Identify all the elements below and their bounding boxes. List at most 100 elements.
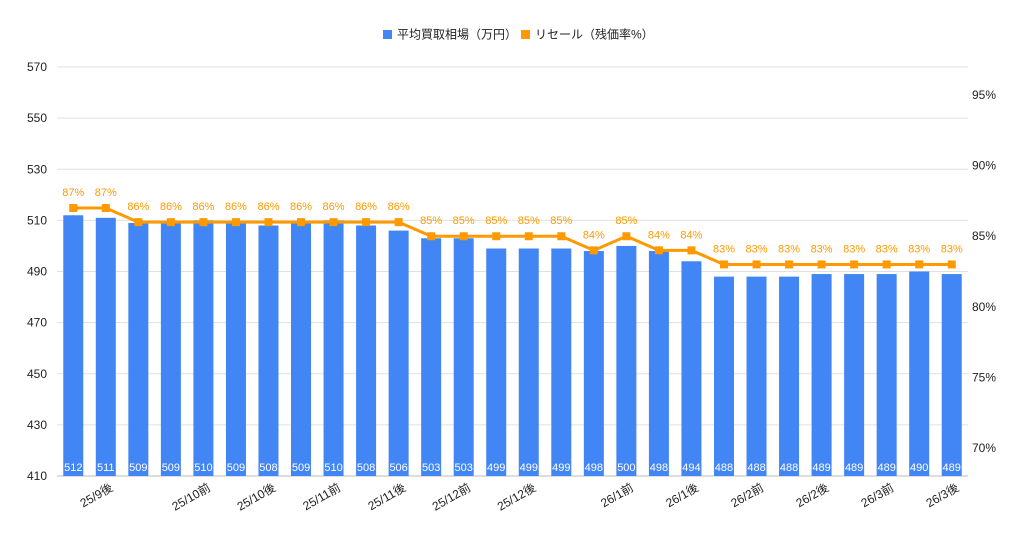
left-tick-label: 550 xyxy=(27,111,47,125)
x-tick-label: 26/3前 xyxy=(858,480,896,511)
bar-value-label: 503 xyxy=(455,462,473,474)
line-point xyxy=(297,218,306,227)
bar xyxy=(518,248,539,476)
line-value-label: 84% xyxy=(583,229,605,241)
left-tick-label: 570 xyxy=(27,60,47,74)
bar-value-label: 488 xyxy=(747,462,765,474)
line-value-label: 86% xyxy=(160,201,182,213)
line-point xyxy=(589,246,598,255)
x-tick-label: 25/12前 xyxy=(429,480,473,514)
line-point xyxy=(915,260,924,269)
line-point xyxy=(231,218,240,227)
bar xyxy=(583,251,604,476)
x-tick-label: 25/9後 xyxy=(78,480,116,510)
legend-swatch-line xyxy=(521,30,530,39)
bar-value-label: 489 xyxy=(812,462,830,474)
right-tick-label: 70% xyxy=(972,441,996,455)
bar xyxy=(779,276,800,476)
bar-value-label: 499 xyxy=(552,462,570,474)
bar xyxy=(844,274,865,476)
line-point xyxy=(817,260,826,269)
x-tick-label: 26/3後 xyxy=(924,480,962,510)
x-tick-label: 26/2後 xyxy=(793,480,831,510)
bar xyxy=(746,276,767,476)
line-point xyxy=(134,218,143,227)
bar xyxy=(258,225,279,476)
bar-value-label: 512 xyxy=(64,462,82,474)
bar-value-label: 509 xyxy=(162,462,180,474)
bar-value-label: 510 xyxy=(194,462,212,474)
line-value-label: 86% xyxy=(355,201,377,213)
x-tick-label: 25/10前 xyxy=(169,480,213,514)
line-point xyxy=(492,232,501,241)
bar xyxy=(811,274,832,476)
bar-value-label: 508 xyxy=(259,462,277,474)
bar-value-label: 489 xyxy=(877,462,895,474)
legend-label-line: リセール（残価率%） xyxy=(535,27,654,42)
line-value-label: 86% xyxy=(257,201,279,213)
line-point xyxy=(882,260,891,269)
line-point xyxy=(557,232,566,241)
bar xyxy=(323,220,344,476)
bar-value-label: 499 xyxy=(520,462,538,474)
line-point xyxy=(199,218,208,227)
line-point xyxy=(362,218,371,227)
line-point xyxy=(622,232,631,241)
bar-value-label: 511 xyxy=(97,462,115,474)
left-tick-label: 450 xyxy=(27,367,47,381)
bar-value-label: 498 xyxy=(585,462,603,474)
x-tick-label: 25/12後 xyxy=(495,480,538,513)
line-value-label: 85% xyxy=(420,215,442,227)
left-tick-label: 430 xyxy=(27,418,47,432)
line-point xyxy=(947,260,956,269)
legend: 平均買取相場（万円） リセール（残価率%） xyxy=(383,27,654,42)
bar-value-label: 509 xyxy=(129,462,147,474)
line-point xyxy=(654,246,663,255)
line-point xyxy=(394,218,403,227)
bar xyxy=(713,276,734,476)
bar xyxy=(648,251,669,476)
bar xyxy=(551,248,572,476)
line-value-label: 85% xyxy=(453,215,475,227)
line-point xyxy=(166,218,175,227)
line-value-label: 83% xyxy=(778,243,800,255)
line-value-label: 83% xyxy=(876,243,898,255)
bar-value-label: 499 xyxy=(487,462,505,474)
right-tick-label: 85% xyxy=(972,229,996,243)
x-tick-label: 25/11前 xyxy=(300,480,343,514)
resale-line xyxy=(73,206,952,266)
line-value-label: 86% xyxy=(388,201,410,213)
line-value-label: 83% xyxy=(941,243,963,255)
line-point xyxy=(850,260,859,269)
line-point xyxy=(427,232,436,241)
bar-value-label: 510 xyxy=(324,462,342,474)
left-tick-label: 410 xyxy=(27,469,47,483)
line-point xyxy=(524,232,533,241)
left-tick-label: 530 xyxy=(27,162,47,176)
x-tick-label: 25/10後 xyxy=(235,480,278,513)
bar xyxy=(941,274,962,476)
line-value-label: 83% xyxy=(746,243,768,255)
line-value-label: 85% xyxy=(615,215,637,227)
bar-value-label: 498 xyxy=(650,462,668,474)
line-value-label: 86% xyxy=(225,201,247,213)
legend-swatch-bar xyxy=(383,30,392,39)
bar xyxy=(291,222,312,476)
bar xyxy=(193,220,214,476)
bar-value-label: 503 xyxy=(422,462,440,474)
bar-value-label: 494 xyxy=(682,462,700,474)
line-value-label: 86% xyxy=(127,201,149,213)
bar xyxy=(63,215,84,476)
line-point xyxy=(329,218,338,227)
line-value-label: 85% xyxy=(550,215,572,227)
line-value-label: 85% xyxy=(485,215,507,227)
line-point xyxy=(459,232,468,241)
line-point xyxy=(264,218,273,227)
line-value-label: 86% xyxy=(323,201,345,213)
line-point xyxy=(101,204,110,213)
left-tick-label: 510 xyxy=(27,213,47,227)
line-value-label: 83% xyxy=(713,243,735,255)
bar-value-label: 488 xyxy=(780,462,798,474)
bar xyxy=(421,238,442,476)
